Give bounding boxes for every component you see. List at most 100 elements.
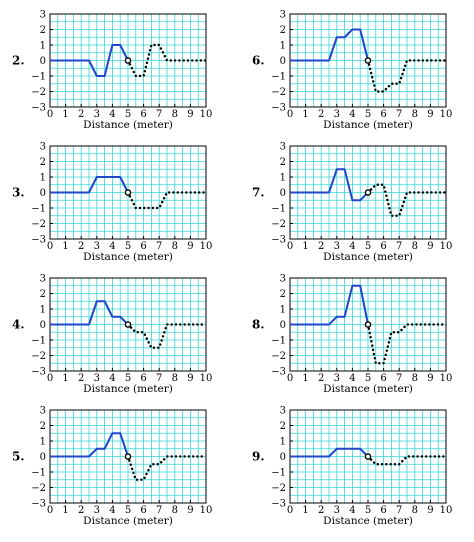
x-tick-label: 8 xyxy=(172,373,178,384)
x-tick-label: 5 xyxy=(125,505,131,516)
x-tick-label: 7 xyxy=(396,241,402,252)
y-tick-label: 2 xyxy=(40,289,46,300)
junction-marker xyxy=(124,453,132,460)
x-tick-label: 5 xyxy=(125,373,131,384)
series-line-dotted xyxy=(366,323,448,365)
y-tick-label: 0 xyxy=(40,56,46,67)
x-tick-label: 5 xyxy=(365,505,371,516)
junction-marker xyxy=(124,189,132,196)
panel-number: 7. xyxy=(252,186,265,200)
x-tick-label: 4 xyxy=(109,373,115,384)
y-tick-label: −1 xyxy=(271,336,286,347)
x-tick-label: 7 xyxy=(396,109,402,120)
x-tick-label: 2 xyxy=(78,109,84,120)
y-tick-label: −2 xyxy=(271,351,286,362)
y-tick-label: 2 xyxy=(280,25,286,36)
y-tick-label: −1 xyxy=(271,204,286,215)
x-tick-label: 7 xyxy=(156,505,162,516)
x-tick-label: 5 xyxy=(365,109,371,120)
x-tick-label: 6 xyxy=(380,241,386,252)
y-tick-label: 2 xyxy=(280,289,286,300)
x-tick-label: 10 xyxy=(440,109,453,120)
y-tick-label: 1 xyxy=(40,173,46,184)
y-tick-label: 0 xyxy=(280,320,286,331)
junction-marker xyxy=(364,321,372,328)
y-tick-label: −2 xyxy=(271,483,286,494)
x-tick-label: 1 xyxy=(302,241,308,252)
y-tick-label: −2 xyxy=(271,87,286,98)
junction-marker xyxy=(124,57,132,64)
x-tick-label: 6 xyxy=(380,505,386,516)
x-tick-label: 9 xyxy=(427,373,433,384)
y-tick-label: 3 xyxy=(280,10,286,21)
x-tick-label: 3 xyxy=(94,373,100,384)
x-tick-label: 0 xyxy=(287,505,293,516)
panel-number: 4. xyxy=(12,318,25,332)
y-tick-label: −3 xyxy=(31,499,46,510)
x-axis-label: Distance (meter) xyxy=(323,383,413,395)
y-tick-label: 3 xyxy=(280,142,286,153)
y-tick-label: −3 xyxy=(271,367,286,378)
y-tick-label: 1 xyxy=(280,41,286,52)
x-tick-label: 5 xyxy=(125,109,131,120)
x-tick-label: 4 xyxy=(349,109,355,120)
y-tick-label: −1 xyxy=(271,468,286,479)
x-tick-label: 0 xyxy=(287,373,293,384)
x-tick-label: 6 xyxy=(140,505,146,516)
series-line-solid xyxy=(50,176,129,194)
x-tick-label: 4 xyxy=(109,241,115,252)
x-tick-label: 1 xyxy=(302,109,308,120)
junction-marker xyxy=(364,453,372,460)
x-axis-label: Distance (meter) xyxy=(83,251,173,263)
x-tick-label: 9 xyxy=(427,241,433,252)
x-tick-label: 9 xyxy=(187,109,193,120)
y-tick-label: 0 xyxy=(280,452,286,463)
panel-number: 9. xyxy=(252,450,265,464)
x-tick-label: 8 xyxy=(412,241,418,252)
x-tick-label: 1 xyxy=(62,373,68,384)
y-tick-label: 2 xyxy=(40,25,46,36)
y-tick-label: −2 xyxy=(271,219,286,230)
series-line-dotted xyxy=(366,455,448,466)
x-tick-label: 4 xyxy=(349,241,355,252)
y-tick-label: 3 xyxy=(280,406,286,417)
x-axis-label: Distance (meter) xyxy=(83,515,173,527)
y-tick-label: −2 xyxy=(31,351,46,362)
x-tick-label: 1 xyxy=(62,109,68,120)
x-tick-label: 1 xyxy=(302,505,308,516)
y-tick-label: 0 xyxy=(40,188,46,199)
x-tick-label: 10 xyxy=(200,241,213,252)
x-tick-label: 4 xyxy=(349,505,355,516)
x-tick-label: 8 xyxy=(172,109,178,120)
y-tick-label: 0 xyxy=(40,320,46,331)
x-tick-label: 3 xyxy=(94,241,100,252)
x-tick-label: 2 xyxy=(78,241,84,252)
x-tick-label: 0 xyxy=(47,505,53,516)
x-tick-label: 3 xyxy=(94,505,100,516)
y-tick-label: 1 xyxy=(280,173,286,184)
y-tick-label: 2 xyxy=(280,157,286,168)
y-tick-label: −2 xyxy=(31,483,46,494)
x-tick-label: 10 xyxy=(200,505,213,516)
y-tick-label: −3 xyxy=(31,103,46,114)
x-tick-label: 2 xyxy=(318,505,324,516)
y-tick-label: −3 xyxy=(271,499,286,510)
x-tick-label: 2 xyxy=(78,373,84,384)
series-line-solid xyxy=(50,432,129,458)
y-tick-label: −1 xyxy=(271,72,286,83)
series-line-dotted xyxy=(366,183,448,217)
x-tick-label: 4 xyxy=(109,505,115,516)
x-tick-label: 5 xyxy=(365,373,371,384)
x-tick-label: 7 xyxy=(156,373,162,384)
x-tick-label: 3 xyxy=(94,109,100,120)
x-tick-label: 7 xyxy=(396,373,402,384)
y-tick-label: −2 xyxy=(31,219,46,230)
x-tick-label: 7 xyxy=(156,241,162,252)
series-line-dotted xyxy=(126,43,208,78)
y-tick-label: −3 xyxy=(271,103,286,114)
